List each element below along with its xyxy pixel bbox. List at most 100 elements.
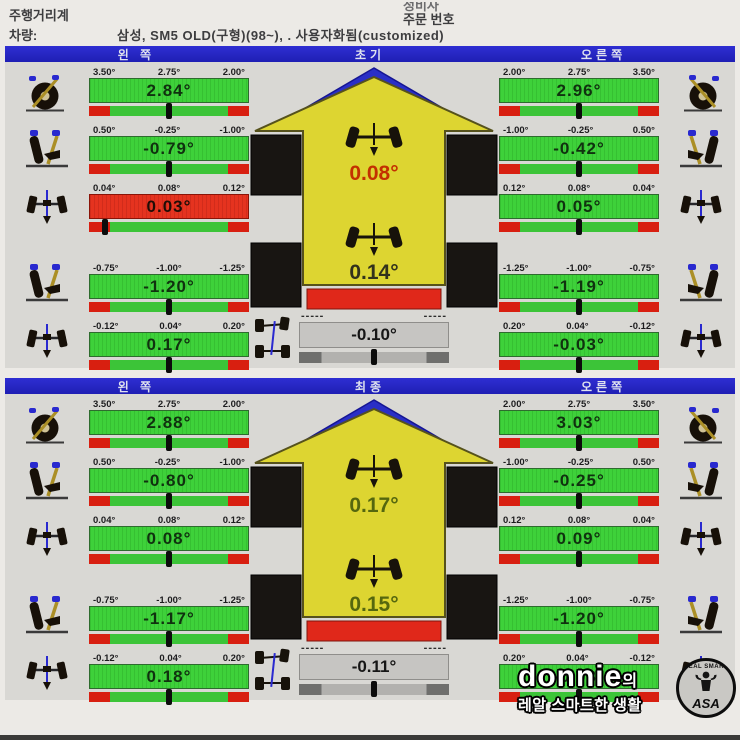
rear-toe-icon	[678, 311, 724, 367]
tolerance-bar	[89, 689, 249, 705]
tolerance-bar	[89, 551, 249, 567]
tick-label: 0.12°	[222, 183, 245, 194]
dash-right: -----	[423, 642, 447, 654]
tick-label: 0.08°	[157, 183, 181, 194]
tick-label: 0.04°	[159, 653, 182, 664]
measurement-row: -0.12° 0.04° 0.20° 0.18°	[89, 651, 249, 705]
rear-toe-icon	[24, 643, 70, 699]
bar-indicator	[166, 357, 172, 373]
front-toe-icon	[24, 177, 70, 233]
measurement-row: -1.00° -0.25° 0.50° -0.25°	[499, 455, 659, 509]
odometer-label: 주행거리계	[9, 8, 69, 23]
thrust-angle-block: ----- ----- -0.11°	[249, 642, 499, 697]
tick-label: -1.00°	[156, 263, 182, 274]
rear-left-wheel	[250, 574, 302, 640]
measurement-value-box: -1.17°	[89, 606, 249, 631]
measurement-row: -1.25° -1.00° -0.75° -1.19°	[499, 261, 659, 315]
measurement-row: 3.50° 2.75° 2.00° 2.88°	[89, 397, 249, 451]
tolerance-bar	[499, 435, 659, 451]
caster-icon	[24, 397, 70, 453]
measurement-value-box: 0.09°	[499, 526, 659, 551]
tick-label: 0.08°	[157, 515, 181, 526]
bar-indicator	[102, 219, 108, 235]
tick-label: 0.20°	[503, 653, 526, 664]
measurement-row: 2.00° 2.75° 3.50° 3.03°	[499, 397, 659, 451]
watermark-badge: REAL SMART ASA	[676, 658, 736, 718]
tick-label: 0.50°	[632, 457, 655, 468]
rear-spec-bar	[306, 620, 442, 642]
tolerance-bar	[89, 631, 249, 647]
tick-label: 0.20°	[222, 321, 245, 332]
tick-label: 0.12°	[222, 515, 245, 526]
tolerance-bar	[499, 161, 659, 177]
mechanic-label: 정비사	[403, 2, 439, 13]
measurement-row: 0.20° 0.04° -0.12° -0.03°	[499, 319, 659, 373]
tick-label: 3.50°	[632, 67, 655, 78]
car-body	[254, 407, 494, 618]
thrust-tolerance-bar	[299, 349, 449, 365]
front-left-wheel	[250, 466, 302, 528]
tick-label: -0.75°	[93, 595, 119, 606]
tolerance-bar	[89, 299, 249, 315]
tolerance-bar	[499, 689, 659, 705]
tick-label: 0.50°	[632, 125, 655, 136]
bar-indicator	[166, 689, 172, 705]
tick-label: -0.12°	[629, 653, 655, 664]
bar-indicator	[371, 349, 377, 365]
tick-label: 0.12°	[503, 515, 526, 526]
rear-spec-bar	[306, 288, 442, 310]
vehicle-top-view: 0.17° 0.15°	[250, 399, 498, 642]
dash-left: -----	[301, 310, 325, 322]
vehicle-graphic: 0.17° 0.15° ----- ----- -0.11°	[249, 397, 499, 700]
measurement-row: 0.04° 0.08° 0.12° 0.03°	[89, 181, 249, 235]
vehicle-label: 차량:	[9, 28, 38, 43]
tolerance-bar	[89, 103, 249, 119]
left-header: 왼 쪽	[117, 380, 156, 394]
tolerance-bar	[499, 299, 659, 315]
thrust-angle-icon	[253, 315, 293, 361]
measurement-value-box: 0.03°	[89, 194, 249, 219]
rear-toe-total-value: 0.14°	[349, 261, 398, 284]
measurement-row: 0.12° 0.08° 0.04° 0.05°	[499, 181, 659, 235]
tolerance-bar	[499, 103, 659, 119]
measurement-row: 0.50° -0.25° -1.00° -0.79°	[89, 123, 249, 177]
right-header: 오른쪽	[581, 48, 627, 62]
tolerance-bar	[89, 357, 249, 373]
tolerance-bar	[89, 435, 249, 451]
rear-camber-icon	[678, 587, 724, 643]
dash-left: -----	[301, 642, 325, 654]
tick-label: 3.50°	[632, 399, 655, 410]
bar-indicator	[166, 435, 172, 451]
tick-label: -1.00°	[566, 595, 592, 606]
tick-label: 0.12°	[503, 183, 526, 194]
tick-label: -0.12°	[93, 653, 119, 664]
tick-label: 0.08°	[567, 515, 591, 526]
measurement-value-box: 2.96°	[499, 78, 659, 103]
tick-label: -1.25°	[503, 263, 529, 274]
camber-icon	[678, 121, 724, 177]
measurement-row: 0.04° 0.08° 0.12° 0.08°	[89, 513, 249, 567]
bar-indicator	[166, 299, 172, 315]
tolerance-bar	[499, 357, 659, 373]
front-toe-icon	[678, 177, 724, 233]
tick-label: 2.00°	[222, 67, 245, 78]
tick-label: 0.20°	[222, 653, 245, 664]
measurement-value-box: 3.03°	[499, 410, 659, 435]
measurement-value-box: 2.84°	[89, 78, 249, 103]
left-measurements: 3.50° 2.75° 2.00° 2.84° 0.50° -0.25° -1.00° -0…	[5, 65, 249, 373]
rear-right-wheel	[446, 242, 498, 308]
tick-label: -0.75°	[93, 263, 119, 274]
tick-label: 0.04°	[93, 515, 116, 526]
bar-indicator	[166, 103, 172, 119]
front-right-wheel	[446, 134, 498, 196]
tick-label: 2.00°	[503, 67, 526, 78]
caster-icon	[678, 397, 724, 453]
measurement-value-box: -0.42°	[499, 136, 659, 161]
tick-label: -1.25°	[219, 263, 245, 274]
bar-indicator	[576, 219, 582, 235]
measurement-value-box: -0.03°	[499, 664, 659, 689]
measurement-value-box: -1.19°	[499, 274, 659, 299]
center-header: 초기	[354, 48, 386, 62]
tick-label: -0.25°	[154, 125, 181, 136]
right-measurements: 2.00° 2.75° 3.50° 2.96° -1.00° -0.25° 0.50° -0…	[499, 65, 740, 373]
